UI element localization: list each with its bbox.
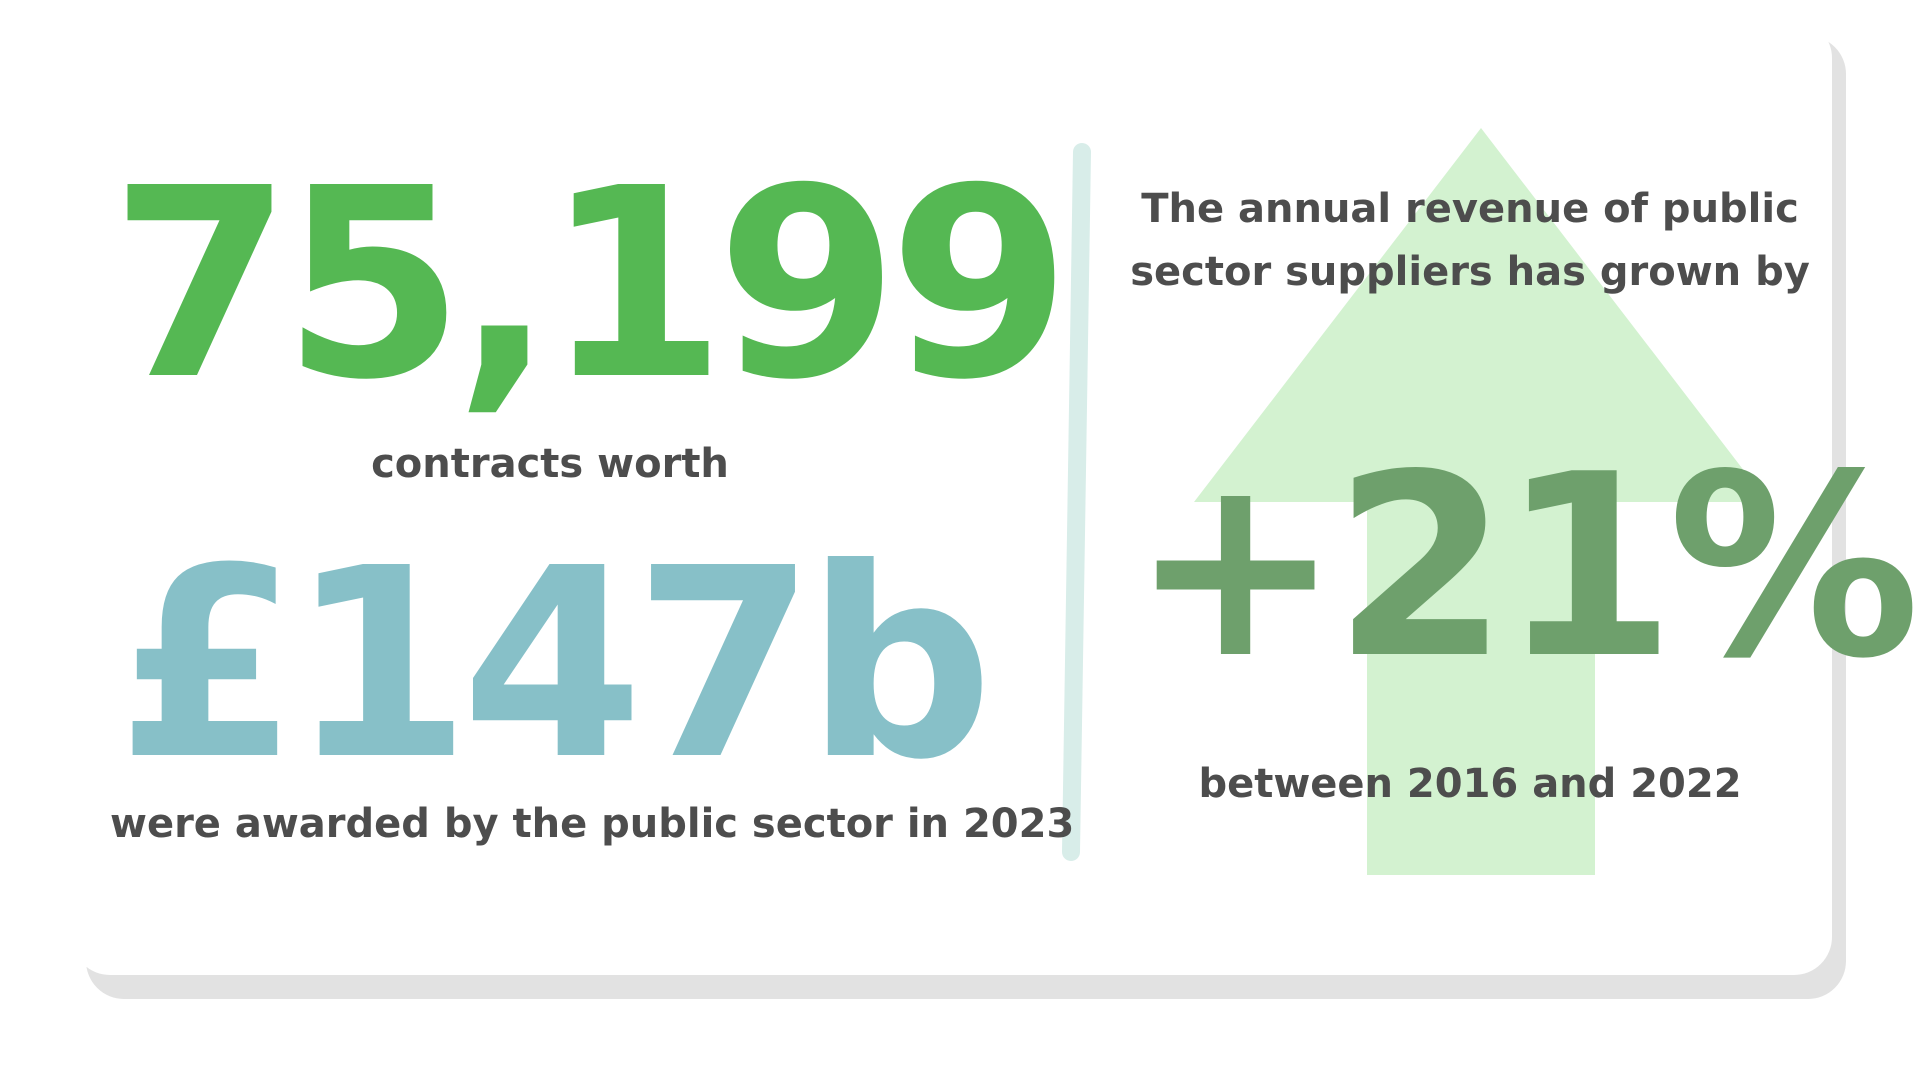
contracts-value: £147b [116, 512, 994, 817]
contracts-count: 75,199 [110, 132, 1071, 437]
contracts-caption: contracts worth [371, 441, 729, 487]
growth-percent: +21% [1130, 421, 1920, 714]
awarded-caption: were awarded by the public sector in 202… [110, 801, 1075, 847]
revenue-caption: The annual revenue of public sector supp… [1130, 186, 1810, 295]
period-caption: between 2016 and 2022 [1198, 761, 1742, 807]
